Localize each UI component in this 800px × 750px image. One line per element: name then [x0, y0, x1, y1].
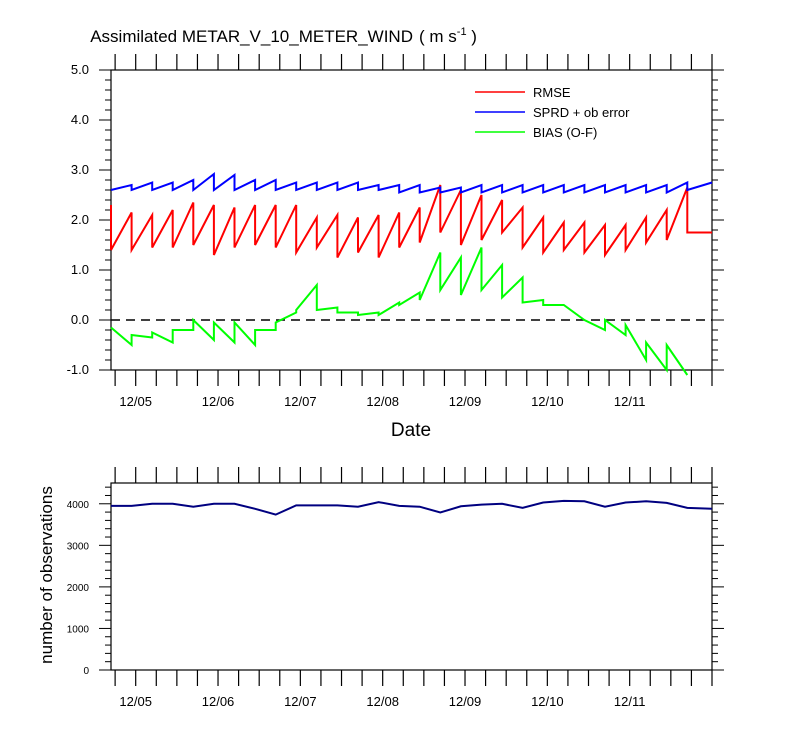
chart-title: Assimilated METAR_V_10_METER_WIND [90, 27, 413, 46]
y-tick-label: 4.0 [71, 112, 89, 127]
x-tick-label: 12/11 [614, 694, 646, 709]
top-y-tick-labels: 5.0 4.0 3.0 2.0 1.0 0.0 -1.0 [67, 62, 89, 377]
y-tick-label: 0.0 [71, 312, 89, 327]
series-line-sprd-ob-error [110, 171, 713, 195]
y-tick-label: 4000 [67, 500, 90, 511]
bottom-y-tick-labels: 4000 3000 2000 1000 0 [67, 500, 90, 677]
x-tick-label: 12/05 [119, 394, 152, 409]
x-tick-label: 12/06 [202, 394, 235, 409]
chart-title-units: ( m s-1 ) [419, 26, 477, 46]
series-line-number-of-observations [111, 499, 713, 516]
x-tick-label: 12/08 [366, 694, 399, 709]
x-tick-label: 12/09 [449, 394, 482, 409]
bottom-axis-ticks [99, 467, 724, 686]
y-tick-label: 2000 [67, 583, 90, 594]
series-line-rmse [110, 184, 712, 259]
bottom-series-group [111, 499, 713, 516]
bottom-plot-frame [110, 482, 713, 671]
y-tick-label: 0 [83, 666, 89, 677]
x-tick-label: 12/09 [449, 694, 482, 709]
legend-label-sprd: SPRD + ob error [533, 105, 630, 120]
x-tick-label: 12/11 [614, 394, 646, 409]
x-tick-label: 12/10 [531, 694, 564, 709]
legend: RMSE SPRD + ob error BIAS (O-F) [475, 85, 630, 140]
x-tick-label: 12/07 [284, 394, 317, 409]
x-tick-label: 12/08 [366, 394, 399, 409]
x-tick-label: 12/05 [119, 694, 152, 709]
y-tick-label: 2.0 [71, 212, 89, 227]
legend-label-bias: BIAS (O-F) [533, 125, 597, 140]
top-axis-ticks [99, 54, 724, 386]
y-tick-label: 1.0 [71, 262, 89, 277]
title-units-open: ( m s [419, 27, 457, 46]
y-tick-label: 3.0 [71, 162, 89, 177]
bottom-y-axis-label: number of observations [37, 486, 56, 664]
y-tick-label: 3000 [67, 541, 90, 552]
y-tick-label: 5.0 [71, 62, 89, 77]
series-line-bias-o-f [110, 247, 689, 376]
bottom-x-tick-labels: 12/05 12/06 12/07 12/08 12/09 12/10 12/11 [119, 694, 645, 709]
top-series-group [110, 171, 713, 376]
x-tick-label: 12/10 [531, 394, 564, 409]
x-tick-label: 12/06 [202, 694, 235, 709]
title-units-close: ) [467, 27, 477, 46]
x-tick-label: 12/07 [284, 694, 317, 709]
top-x-axis-label: Date [391, 420, 431, 441]
top-x-tick-labels: 12/05 12/06 12/07 12/08 12/09 12/10 12/11 [119, 394, 645, 409]
y-tick-label: -1.0 [67, 362, 89, 377]
legend-label-rmse: RMSE [533, 85, 571, 100]
y-tick-label: 1000 [67, 624, 90, 635]
title-units-superscript: -1 [457, 26, 467, 38]
